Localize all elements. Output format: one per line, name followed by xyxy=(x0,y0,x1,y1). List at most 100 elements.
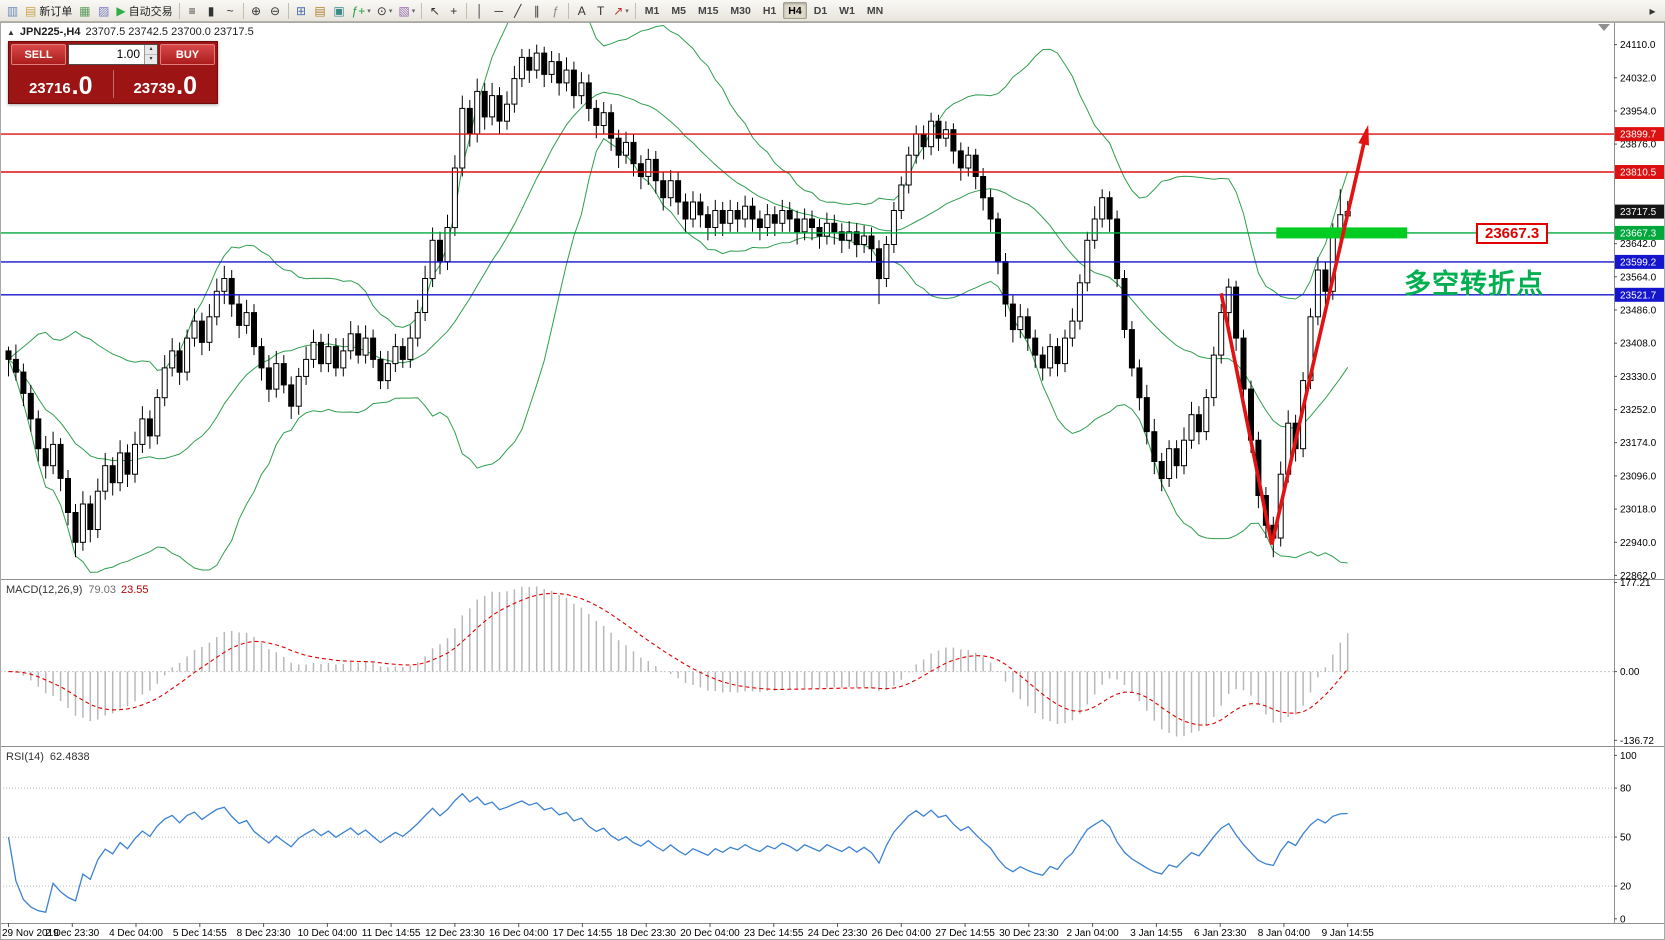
periods-button[interactable]: ⊙ ▾ xyxy=(374,2,396,20)
candlesticks xyxy=(5,44,1351,558)
timeframe-w1-button[interactable]: W1 xyxy=(839,4,855,17)
terminal-button[interactable]: ▣ xyxy=(330,2,349,20)
timeframe-h4-button[interactable]: H4 xyxy=(783,2,807,19)
volume-value[interactable]: 1.00 xyxy=(116,47,140,61)
navigator-button[interactable]: ▤ xyxy=(311,2,330,20)
rsi-value: 62.4838 xyxy=(49,751,90,763)
horizontal-line-button[interactable]: ─ xyxy=(489,2,508,20)
svg-text:10 Dec 04:00: 10 Dec 04:00 xyxy=(298,928,358,939)
profiles-icon[interactable]: ▨ xyxy=(94,2,113,20)
label-icon: T xyxy=(597,3,605,18)
bar-chart-icon: ≡ xyxy=(188,3,196,18)
svg-text:23018.0: 23018.0 xyxy=(1620,505,1657,516)
candlestick-chart-icon: ▮ xyxy=(207,3,215,18)
price-label[interactable]: 23667.3 xyxy=(1476,223,1549,244)
crosshair-icon: + xyxy=(450,3,458,18)
arrows-button[interactable]: ↗ ▾ xyxy=(610,2,632,20)
timeframe-d1-button[interactable]: D1 xyxy=(813,4,828,17)
templates-icon: ▧ xyxy=(398,3,410,18)
chart-window-icon[interactable]: ▦ xyxy=(75,2,94,20)
svg-text:2 Jan 04:00: 2 Jan 04:00 xyxy=(1066,928,1119,939)
timeframe-m30-button[interactable]: M30 xyxy=(730,4,751,17)
auto-trading-icon: ▶ xyxy=(116,3,126,18)
toolbar-separator xyxy=(421,2,423,19)
buy-price[interactable]: 23739 .0 xyxy=(114,67,218,101)
sell-price[interactable]: 23716 .0 xyxy=(9,67,113,101)
zoom-out-button[interactable]: ⊖ xyxy=(266,2,285,20)
bar-chart-button[interactable]: ≡ xyxy=(183,2,202,20)
svg-text:23252.0: 23252.0 xyxy=(1620,405,1657,416)
level-tag-23667.3 xyxy=(1615,225,1664,240)
svg-text:4 Dec 04:00: 4 Dec 04:00 xyxy=(109,928,163,939)
svg-text:23408.0: 23408.0 xyxy=(1620,339,1657,350)
spinner-up-icon[interactable]: ▴ xyxy=(145,45,157,55)
navigator-icon: ▤ xyxy=(314,3,326,18)
new-order-icon: ▤ xyxy=(25,3,37,18)
svg-text:23667.3: 23667.3 xyxy=(1620,228,1657,239)
toolbar-right: ▸ xyxy=(1643,2,1662,20)
rsi-indicator xyxy=(0,787,1614,913)
zoom-in-button[interactable]: ⊕ xyxy=(247,2,266,20)
auto-trading-button[interactable]: ▶ 自动交易 xyxy=(113,2,175,20)
trendline-button[interactable]: ╱ xyxy=(508,2,527,20)
buy-button[interactable]: BUY xyxy=(160,44,215,65)
sell-button[interactable]: SELL xyxy=(11,44,66,65)
tile-windows-button[interactable]: ⊞ xyxy=(292,2,311,20)
svg-text:23717.5: 23717.5 xyxy=(1620,207,1657,218)
svg-text:26 Dec 04:00: 26 Dec 04:00 xyxy=(872,928,932,939)
toolbar: ▥ ▤ 新订单 ▦ ▨ ▶ 自动交易 ≡ ▮ ~ ⊕ ⊖ ⊞ ▤ ▣ ƒ+ ▾ ⊙ ▾ ▧ ▾ ↖ + │ ─ ╱ ∥ ƒ A T ↗ ▾ M1… xyxy=(0,0,1665,22)
timeframe-mn-button[interactable]: MN xyxy=(866,4,884,17)
templates-button[interactable]: ▧ ▾ xyxy=(395,2,418,20)
indicators-button[interactable]: ƒ+ ▾ xyxy=(349,2,374,20)
macd-indicator xyxy=(0,586,1614,737)
collapse-icon[interactable]: ▲ xyxy=(7,27,15,37)
horizontal-line-icon: ─ xyxy=(494,3,503,18)
svg-text:9 Jan 14:55: 9 Jan 14:55 xyxy=(1322,928,1375,939)
svg-text:12 Dec 23:30: 12 Dec 23:30 xyxy=(425,928,485,939)
trend-arrow[interactable] xyxy=(1219,129,1369,545)
crosshair-button[interactable]: + xyxy=(444,2,463,20)
sell-price-pips: .0 xyxy=(71,71,93,100)
spinner-down-icon[interactable]: ▾ xyxy=(145,55,157,64)
timeframe-h1-button[interactable]: H1 xyxy=(762,4,777,17)
timeframe-m15-button[interactable]: M15 xyxy=(697,4,719,17)
candlestick-chart-button[interactable]: ▮ xyxy=(202,2,221,20)
vertical-line-button[interactable]: │ xyxy=(470,2,489,20)
turning-point-annotation[interactable]: 多空转折点 xyxy=(1404,269,1544,299)
toolbar-buttons: ▥ ▤ 新订单 ▦ ▨ ▶ 自动交易 ≡ ▮ ~ ⊕ ⊖ ⊞ ▤ ▣ ƒ+ ▾ ⊙ ▾ ▧ ▾ ↖ + │ ─ ╱ ∥ ƒ A T ↗ ▾ M1… xyxy=(3,2,889,20)
macd-signal-value: 23.55 xyxy=(120,584,149,596)
svg-text:20 Dec 04:00: 20 Dec 04:00 xyxy=(680,928,740,939)
volume-input[interactable]: 1.00 ▴ ▾ xyxy=(68,44,158,65)
macd-header: MACD(12,26,9) 79.03 23.55 xyxy=(6,584,148,596)
market-watch-icon-icon: ▥ xyxy=(6,3,19,18)
cursor-button[interactable]: ↖ xyxy=(425,2,444,20)
svg-text:23 Dec 14:55: 23 Dec 14:55 xyxy=(744,928,804,939)
svg-text:2 Dec 23:30: 2 Dec 23:30 xyxy=(45,928,99,939)
line-chart-button[interactable]: ~ xyxy=(221,2,240,20)
svg-text:5 Dec 14:55: 5 Dec 14:55 xyxy=(173,928,227,939)
market-watch-icon[interactable]: ▥ xyxy=(3,2,22,20)
macd-signal-line xyxy=(8,592,1349,726)
svg-text:22862.0: 22862.0 xyxy=(1620,571,1657,582)
svg-text:23486.0: 23486.0 xyxy=(1620,306,1657,317)
timeframe-m5-button[interactable]: M5 xyxy=(671,4,686,17)
svg-text:8 Dec 23:30: 8 Dec 23:30 xyxy=(237,928,291,939)
svg-text:20: 20 xyxy=(1620,882,1632,893)
auto-trading-button-label: 自动交易 xyxy=(128,5,173,18)
indicators-icon: ƒ+ xyxy=(351,3,366,18)
periods-icon: ⊙ xyxy=(376,3,387,18)
svg-text:24 Dec 23:30: 24 Dec 23:30 xyxy=(808,928,868,939)
text-button[interactable]: A xyxy=(572,2,591,20)
label-button[interactable]: T xyxy=(591,2,610,20)
macd-value: 79.03 xyxy=(88,584,116,596)
new-order-button[interactable]: ▤ 新订单 xyxy=(22,2,75,20)
toolbar-overflow-button[interactable]: ▸ xyxy=(1643,2,1662,20)
chart-shift-marker[interactable] xyxy=(1598,24,1610,31)
timeframe-m1-button[interactable]: M1 xyxy=(644,4,660,17)
fibonacci-button[interactable]: ƒ xyxy=(546,2,565,20)
channel-button[interactable]: ∥ xyxy=(527,2,546,20)
price-scale[interactable]: 24110.0 24032.0 23954.0 23876.0 23642.0 23564… xyxy=(1614,40,1664,925)
